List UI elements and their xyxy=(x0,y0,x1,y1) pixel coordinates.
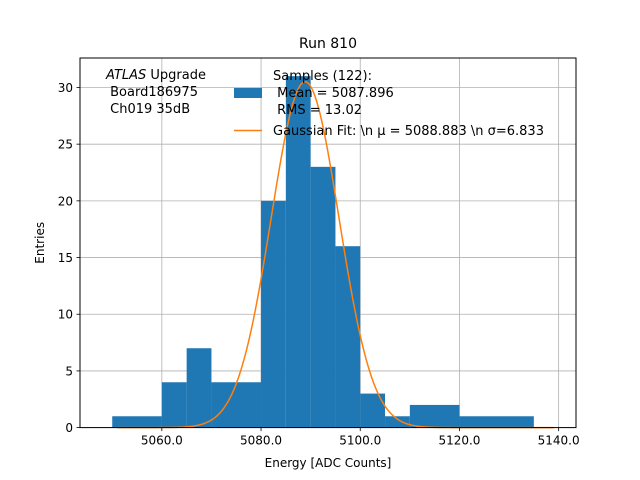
chart-title: Run 810 xyxy=(299,36,357,52)
x-tick-label: 5120.0 xyxy=(438,434,480,448)
legend-mean-label: Mean = 5087.896 xyxy=(273,86,394,101)
x-tick-label: 5080.0 xyxy=(240,434,282,448)
legend: Samples (122): Mean = 5087.896 RMS = 13.… xyxy=(234,69,544,139)
annotation-upgrade: Upgrade xyxy=(146,68,206,83)
legend-rms-label: RMS = 13.02 xyxy=(273,103,362,118)
legend-fit-label: Gaussian Fit: \n μ = 5088.883 \n σ=6.833 xyxy=(273,124,544,139)
x-axis: 5060.0 5080.0 5100.0 5120.0 5140.0 xyxy=(141,427,580,448)
y-tick-label: 5 xyxy=(65,364,73,378)
histogram-bars xyxy=(112,76,534,428)
histogram-bar xyxy=(335,246,361,428)
histogram-bar xyxy=(285,76,311,428)
y-tick-label: 30 xyxy=(58,81,73,95)
y-tick-label: 0 xyxy=(65,421,73,435)
histogram-bar xyxy=(459,416,534,428)
y-axis: 0 5 10 15 20 25 30 xyxy=(58,81,80,435)
annotation-block: ATLAS Upgrade Board186975 Ch019 35dB xyxy=(105,68,206,117)
histogram-bar xyxy=(112,416,162,428)
y-tick-label: 10 xyxy=(58,308,73,322)
legend-samples-label: Samples (122): xyxy=(273,69,372,84)
x-tick-label: 5100.0 xyxy=(339,434,381,448)
histogram-bar xyxy=(310,166,336,428)
y-axis-label: Entries xyxy=(33,222,47,264)
annotation-board: Board186975 xyxy=(106,85,198,100)
x-tick-label: 5140.0 xyxy=(538,434,580,448)
y-tick-label: 25 xyxy=(58,138,73,152)
annotation-experiment: ATLAS xyxy=(105,68,146,83)
annotation-line-1: ATLAS Upgrade xyxy=(105,68,206,83)
legend-patch-samples xyxy=(234,88,262,98)
histogram-bar xyxy=(409,404,460,428)
x-axis-label: Energy [ADC Counts] xyxy=(265,456,392,470)
y-tick-label: 20 xyxy=(58,194,73,208)
histogram-bar xyxy=(186,348,212,428)
histogram-bar xyxy=(261,200,286,428)
histogram-bar xyxy=(211,382,262,428)
histogram-bar xyxy=(385,416,410,428)
annotation-channel: Ch019 35dB xyxy=(106,102,190,117)
y-tick-label: 15 xyxy=(58,251,73,265)
histogram-bar xyxy=(161,382,187,428)
x-tick-label: 5060.0 xyxy=(141,434,183,448)
plot-frame xyxy=(79,57,577,429)
